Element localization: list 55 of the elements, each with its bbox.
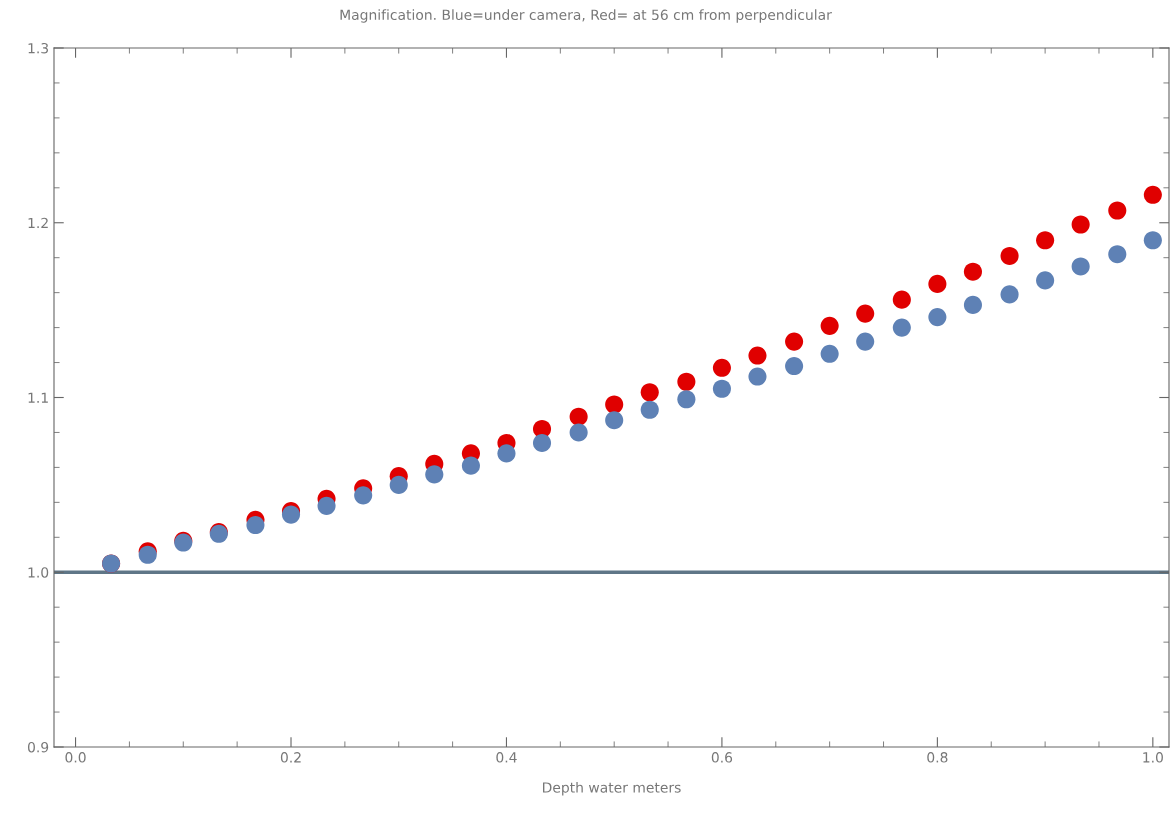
point <box>785 356 804 376</box>
point <box>963 295 982 314</box>
point <box>748 367 767 386</box>
point <box>354 486 373 505</box>
point <box>389 475 408 494</box>
x-tick-label: 0.6 <box>711 752 733 763</box>
x-tick-label: 0.2 <box>280 752 301 763</box>
point <box>892 290 911 309</box>
point <box>1143 231 1162 250</box>
point <box>1108 201 1127 220</box>
y-tick-label: 1.2 <box>28 217 48 229</box>
point <box>712 358 731 377</box>
point <box>856 332 875 351</box>
point <box>1071 215 1090 234</box>
point <box>1143 185 1162 204</box>
point <box>820 316 839 335</box>
point <box>640 383 659 402</box>
point <box>892 318 911 337</box>
point <box>246 516 265 535</box>
point <box>1071 257 1090 276</box>
y-tick-label: 0.9 <box>27 741 49 753</box>
x-tick-label: 0.0 <box>65 752 86 763</box>
point <box>532 433 552 452</box>
x-tick-label: 0.8 <box>927 752 948 763</box>
point <box>461 456 480 475</box>
point <box>569 423 588 442</box>
point <box>1036 271 1055 290</box>
point <box>820 344 839 363</box>
point <box>640 400 659 419</box>
point <box>963 262 982 281</box>
point <box>605 411 624 430</box>
y-tick-label: 1.0 <box>28 567 49 578</box>
point <box>677 390 696 409</box>
point <box>1036 231 1055 250</box>
point <box>317 496 336 515</box>
point <box>425 465 444 484</box>
point <box>605 395 624 414</box>
point <box>1108 245 1127 264</box>
x-axis-title: Depth water meters <box>543 781 681 796</box>
point <box>928 274 947 293</box>
point <box>497 444 516 463</box>
point <box>677 372 696 391</box>
point <box>785 332 804 351</box>
chart-title: Magnification. Blue=under camera, Red= at 56 cm from perpendicular <box>340 9 832 23</box>
point <box>1000 246 1019 266</box>
y-tick-label: 1.3 <box>28 42 49 54</box>
x-tick-label: 0.4 <box>496 752 517 763</box>
y-tick-label: 1.1 <box>28 392 48 403</box>
point <box>856 304 875 323</box>
point <box>748 346 767 365</box>
x-tick-label: 1.0 <box>1143 752 1163 763</box>
point <box>569 407 588 426</box>
point <box>928 308 947 327</box>
point <box>712 379 731 398</box>
point <box>1000 285 1019 304</box>
